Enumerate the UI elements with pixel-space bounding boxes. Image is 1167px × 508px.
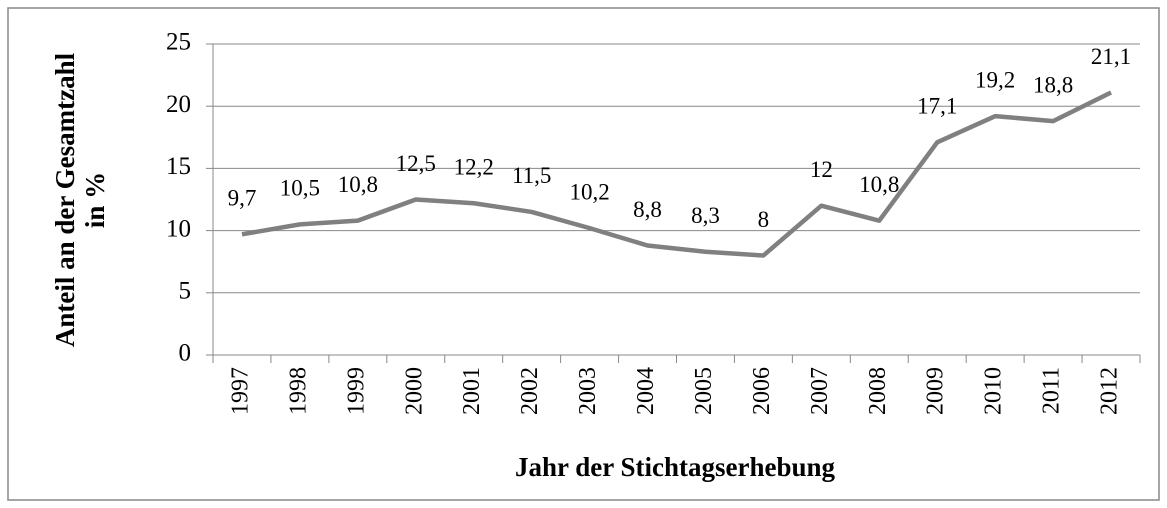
- y-tick-label: 0: [179, 340, 192, 367]
- value-label: 17,1: [917, 94, 957, 119]
- value-label: 19,2: [975, 67, 1015, 92]
- value-label: 21,1: [1091, 44, 1131, 69]
- x-tick-label: 2012: [1097, 367, 1123, 415]
- x-tick-label: 2006: [749, 367, 775, 415]
- value-label: 12: [810, 157, 833, 182]
- line: [241, 90, 1113, 258]
- x-tick-label: 2002: [517, 367, 543, 415]
- x-tick-label: 2004: [633, 367, 659, 415]
- value-label: 8,8: [633, 197, 662, 222]
- x-tick-label: 2007: [807, 367, 833, 415]
- x-tick-label: 1998: [285, 367, 311, 415]
- x-tick-label: 2009: [923, 367, 949, 415]
- value-label: 8: [758, 207, 770, 232]
- value-label: 10,2: [569, 179, 609, 204]
- y-tick-label: 25: [166, 29, 191, 56]
- value-label: 10,8: [338, 172, 378, 197]
- value-label: 18,8: [1033, 72, 1073, 97]
- x-tick-label: 2010: [981, 367, 1007, 415]
- x-tick-label: 2001: [459, 367, 485, 415]
- y-tick-label: 10: [166, 215, 191, 242]
- value-label: 9,7: [228, 186, 257, 211]
- y-axis-title: Anteil an der Gesamtzahl in %: [50, 52, 110, 348]
- y-tick-label: 5: [179, 278, 192, 305]
- value-label: 11,5: [512, 163, 551, 188]
- y-tick-label: 15: [166, 153, 191, 180]
- value-label: 10,5: [280, 176, 320, 201]
- x-tick-label: 1999: [343, 367, 369, 415]
- x-tick-label: 1997: [227, 367, 253, 415]
- x-tick-label: 2005: [691, 367, 717, 415]
- chart-border: [7, 7, 1160, 501]
- value-label: 10,8: [859, 172, 899, 197]
- y-tick-label: 20: [166, 91, 191, 118]
- value-label: 12,2: [454, 155, 494, 180]
- x-tick-label: 2011: [1039, 367, 1065, 414]
- x-tick-label: 2003: [575, 367, 601, 415]
- value-label: 8,3: [691, 203, 720, 228]
- x-tick-label: 2008: [865, 367, 891, 415]
- x-tick-label: 2000: [401, 367, 427, 415]
- x-axis-title: Jahr der Stichtagserhebung: [515, 452, 836, 482]
- value-label: 12,5: [396, 151, 436, 176]
